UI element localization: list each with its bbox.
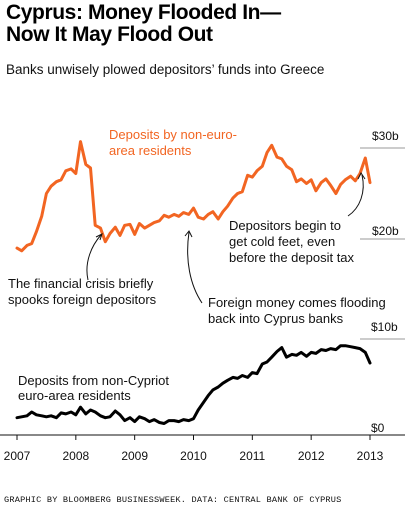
arrow-cold-feet-head xyxy=(357,172,366,180)
series-line-euro-area xyxy=(15,344,372,425)
x-tick-label-2011: 2011 xyxy=(239,449,265,463)
x-tick-label-2008: 2008 xyxy=(62,449,89,463)
annotation-cold-feet-line-3: before the deposit tax xyxy=(229,250,355,265)
annotation-cold-feet: Depositors begin to get cold feet, even … xyxy=(229,218,355,265)
arrow-money-flooding-back-head xyxy=(184,230,193,238)
x-tick-label-2010: 2010 xyxy=(180,449,207,463)
annotation-financial-crisis-line-1: The financial crisis briefly xyxy=(8,276,154,291)
arrow-financial-crisis-head xyxy=(95,233,103,241)
source-credit: GRAPHIC BY BLOOMBERG BUSINESSWEEK. DATA:… xyxy=(4,495,342,505)
series-label-non-euro-line-1: Deposits by non-euro- xyxy=(109,127,237,142)
title-line-1: Cyprus: Money Flooded In— xyxy=(6,1,281,24)
y-tick-label-0: $0 xyxy=(371,421,385,435)
arrow-financial-crisis xyxy=(86,234,102,281)
series-line-non-euro-area xyxy=(15,140,372,253)
series-label-euro: Deposits from non-Cypriot euro-area resi… xyxy=(18,373,173,403)
y-tick-label-30b: $30b xyxy=(372,129,399,143)
series-label-non-euro: Deposits by non-euro- area residents xyxy=(109,127,241,158)
annotation-financial-crisis: The financial crisis briefly spooks fore… xyxy=(8,276,157,307)
series-label-euro-line-1: Deposits from non-Cypriot xyxy=(18,373,169,388)
annotation-financial-crisis-line-2: spooks foreign depositors xyxy=(8,292,157,307)
x-tick-label-2007: 2007 xyxy=(4,449,31,463)
x-tick-label-2009: 2009 xyxy=(121,449,148,463)
arrow-money-flooding-back xyxy=(187,231,203,304)
arrow-cold-feet xyxy=(347,174,364,217)
annotation-money-flooding-back: Foreign money comes flooding back into C… xyxy=(208,295,389,326)
chart-title: Cyprus: Money Flooded In— Now It May Flo… xyxy=(6,2,401,46)
annotation-money-flooding-back-line-2: back into Cyprus banks xyxy=(208,311,344,326)
annotation-cold-feet-line-2: get cold feet, even xyxy=(229,234,335,249)
title-line-2: Now It May Flood Out xyxy=(6,23,213,46)
chart-subtitle: Banks unwisely plowed depositors’ funds … xyxy=(6,62,325,77)
series-label-euro-line-2: euro-area residents xyxy=(18,388,131,403)
x-tick-label-2012: 2012 xyxy=(298,449,325,463)
series-label-non-euro-line-2: area residents xyxy=(109,143,192,158)
y-tick-label-10b: $10b xyxy=(371,320,398,334)
x-axis: 2007 2008 2009 2010 2011 2012 2013 xyxy=(4,435,384,463)
annotation-money-flooding-back-line-1: Foreign money comes flooding xyxy=(208,295,386,310)
x-tick-label-2013: 2013 xyxy=(357,449,384,463)
annotation-cold-feet-line-1: Depositors begin to xyxy=(229,218,341,233)
y-tick-label-20b: $20b xyxy=(372,224,399,238)
